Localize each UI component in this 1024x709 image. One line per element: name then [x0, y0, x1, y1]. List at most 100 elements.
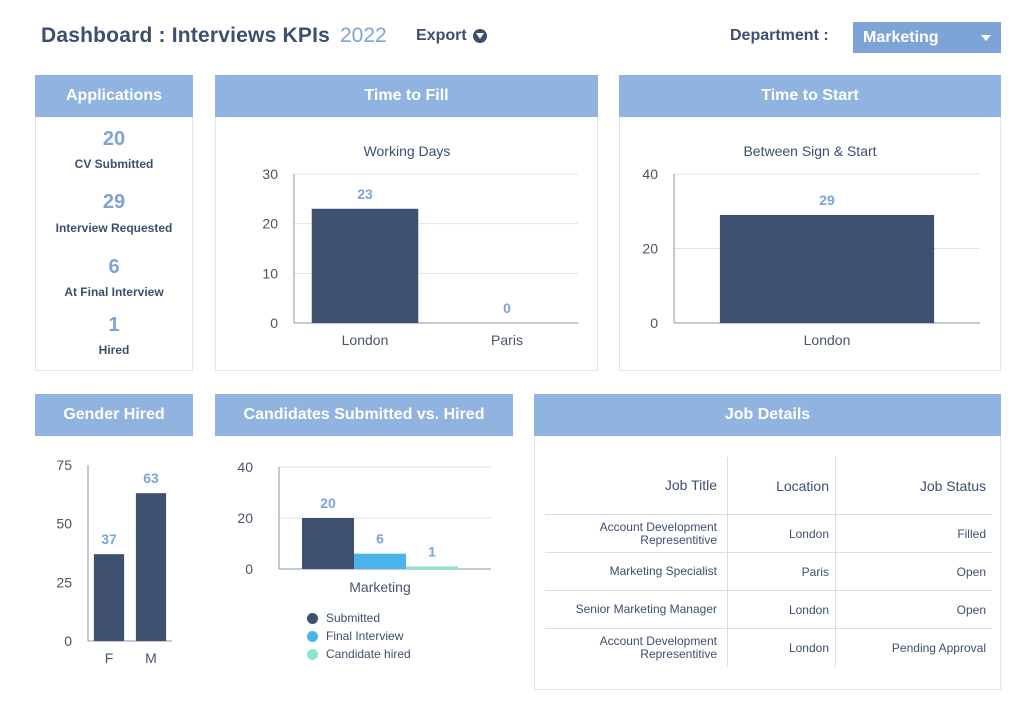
data-label: 1: [428, 543, 436, 559]
location-cell: London: [728, 629, 836, 667]
candidates-title: Candidates Submitted vs. Hired: [215, 394, 513, 436]
cv-submitted-label: CV Submitted: [74, 157, 154, 171]
data-label: 37: [101, 531, 117, 547]
department-value: Marketing: [863, 29, 939, 46]
status-cell: Open: [956, 602, 986, 617]
cv-submitted-value: 20: [102, 128, 126, 150]
legend-label: Candidate hired: [326, 647, 411, 661]
time-to-start-chart: Between Sign & Start 0 20 40 29 London: [642, 143, 980, 348]
data-label: 20: [320, 495, 336, 511]
table-header-row: Job Title Location Job Status: [545, 456, 992, 515]
job-details-title: Job Details: [534, 394, 1001, 436]
x-tick-label: London: [342, 332, 389, 348]
hired-value: 1: [108, 314, 120, 336]
legend-item: Submitted: [307, 609, 411, 627]
table-row: Account Development Representitive Londo…: [545, 515, 992, 553]
y-tick-label: 30: [262, 166, 278, 182]
legend-item: Candidate hired: [307, 645, 411, 663]
time-to-start-title: Time to Start: [619, 75, 1001, 117]
applications-panel: Applications 20 CV Submitted 29 Intervie…: [35, 75, 193, 371]
export-button[interactable]: Export: [416, 27, 487, 45]
export-label: Export: [416, 27, 467, 44]
y-tick-label: 0: [245, 561, 253, 577]
y-tick-label: 20: [642, 241, 658, 257]
location-cell: London: [728, 515, 836, 552]
time-to-fill-title: Time to Fill: [215, 75, 598, 117]
department-label: Department :: [730, 27, 829, 44]
y-tick-label: 40: [237, 459, 253, 475]
y-tick-label: 0: [650, 315, 658, 331]
bar: [311, 208, 419, 323]
status-cell: Pending Approval: [891, 641, 986, 655]
legend-label: Submitted: [326, 611, 381, 625]
status-cell: Open: [956, 564, 986, 579]
legend-swatch: [307, 612, 318, 624]
job-details-table: Job Title Location Job Status Account De…: [545, 456, 992, 667]
job-title-cell: Senior Marketing Manager: [545, 591, 728, 628]
x-tick-label: F: [105, 650, 114, 666]
job-title-cell: Marketing Specialist: [545, 553, 728, 590]
time-to-fill-chart: Working Days 0 10 20 30 23 London 0 Paris: [262, 143, 578, 348]
job-title-cell: Account Development Representitive: [545, 629, 728, 667]
y-tick-label: 25: [56, 574, 72, 590]
year-label: 2022: [340, 24, 387, 47]
y-tick-label: 20: [262, 216, 278, 232]
interview-requested-value: 29: [102, 191, 126, 213]
chart-title: Between Sign & Start: [743, 143, 876, 159]
table-row: Marketing Specialist Paris Open: [545, 553, 992, 591]
bar: [93, 554, 125, 641]
data-label: 0: [503, 300, 511, 316]
column-header-job-status: Job Status: [919, 477, 986, 494]
x-tick-label: Marketing: [349, 579, 410, 595]
status-cell: Filled: [957, 526, 986, 541]
y-tick-label: 40: [642, 166, 658, 182]
table-row: Senior Marketing Manager London Open: [545, 591, 992, 629]
x-tick-label: London: [804, 332, 851, 348]
y-tick-label: 10: [262, 265, 278, 281]
bar: [135, 493, 167, 641]
final-interview-label: At Final Interview: [64, 285, 164, 299]
chevron-down-icon: [981, 35, 991, 41]
time-to-fill-panel: Time to Fill Working Days 0 10 20 30 23 London…: [215, 75, 598, 371]
job-title-cell: Account Development Representitive: [545, 515, 728, 552]
column-header-location: Location: [728, 456, 836, 515]
candidates-chart: 0 20 40 20 6 1 Marketing: [237, 459, 491, 595]
legend-item: Final Interview: [307, 627, 411, 645]
download-icon: [472, 29, 487, 43]
hired-label: Hired: [98, 343, 130, 357]
applications-title: Applications: [35, 75, 193, 117]
job-details-panel: Job Details: [534, 394, 1001, 690]
time-to-start-panel: Time to Start Between Sign & Start 0 20 40 2…: [619, 75, 1001, 371]
y-tick-label: 75: [56, 457, 72, 473]
column-header-job-title: Job Title: [545, 456, 728, 515]
data-label: 29: [819, 192, 835, 208]
job-title-line1: Account Development: [599, 634, 717, 648]
candidates-panel: Candidates Submitted vs. Hired 0 20 40 20 6 1…: [215, 394, 513, 684]
y-tick-label: 20: [237, 510, 253, 526]
department-select[interactable]: Marketing: [853, 22, 1001, 53]
location-cell: London: [728, 591, 836, 628]
job-title-line2: Representitive: [640, 532, 717, 547]
legend-label: Final Interview: [326, 629, 404, 643]
data-label: 6: [376, 531, 384, 547]
gender-hired-title: Gender Hired: [35, 394, 193, 436]
gender-hired-chart: 0 25 50 75 37 F 63 M: [56, 457, 172, 666]
bar: [406, 566, 458, 569]
interview-requested-label: Interview Requested: [55, 221, 173, 235]
page-title: Dashboard : Interviews KPIs: [41, 24, 330, 47]
legend-swatch: [307, 648, 318, 660]
location-cell: Paris: [728, 553, 836, 590]
bar: [354, 553, 406, 569]
x-tick-label: M: [145, 650, 157, 666]
gender-hired-panel: Gender Hired 0 25 50 75 37 F 63 M: [35, 394, 193, 684]
data-label: 23: [357, 186, 373, 202]
final-interview-value: 6: [108, 256, 120, 278]
x-tick-label: Paris: [491, 332, 523, 348]
legend-swatch: [307, 630, 318, 642]
y-tick-label: 0: [64, 633, 72, 649]
data-label: 63: [143, 470, 159, 486]
job-title-line2: Representitive: [640, 647, 717, 661]
y-tick-label: 50: [56, 516, 72, 532]
bar: [719, 214, 935, 323]
table-row: Account Development Representitive Londo…: [545, 629, 992, 667]
